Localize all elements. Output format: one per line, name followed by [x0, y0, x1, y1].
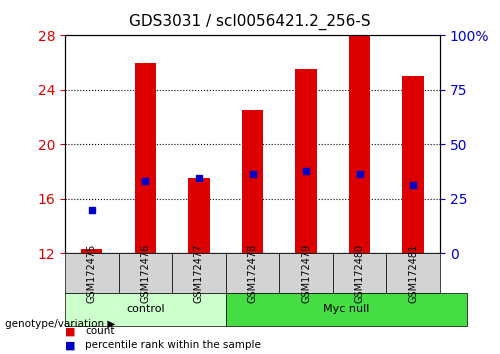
Text: GSM172477: GSM172477	[194, 244, 204, 303]
FancyBboxPatch shape	[280, 253, 333, 293]
Text: count: count	[85, 326, 114, 336]
Text: GSM172476: GSM172476	[140, 244, 150, 303]
Text: percentile rank within the sample: percentile rank within the sample	[85, 341, 261, 350]
Bar	[188, 178, 210, 253]
Bar	[402, 76, 424, 253]
Text: GSM172478: GSM172478	[248, 244, 258, 303]
Text: genotype/variation ▶: genotype/variation ▶	[5, 319, 116, 329]
FancyBboxPatch shape	[172, 253, 226, 293]
Text: GDS3031 / scl0056421.2_256-S: GDS3031 / scl0056421.2_256-S	[129, 14, 371, 30]
FancyBboxPatch shape	[333, 253, 386, 293]
Bar	[349, 35, 370, 253]
Text: GSM172480: GSM172480	[354, 244, 364, 303]
Text: ■: ■	[65, 326, 76, 336]
FancyBboxPatch shape	[226, 253, 280, 293]
Text: GSM172475: GSM172475	[87, 244, 97, 303]
Text: control: control	[126, 304, 164, 314]
FancyBboxPatch shape	[65, 293, 226, 326]
Bar	[134, 63, 156, 253]
Text: GSM172481: GSM172481	[408, 244, 418, 303]
Bar	[296, 69, 317, 253]
Text: Myc null: Myc null	[323, 304, 370, 314]
FancyBboxPatch shape	[386, 253, 440, 293]
Bar	[81, 249, 102, 253]
FancyBboxPatch shape	[118, 253, 172, 293]
FancyBboxPatch shape	[226, 293, 467, 326]
Text: GSM172479: GSM172479	[301, 244, 311, 303]
FancyBboxPatch shape	[65, 253, 118, 293]
Text: ■: ■	[65, 341, 76, 350]
Bar	[242, 110, 263, 253]
